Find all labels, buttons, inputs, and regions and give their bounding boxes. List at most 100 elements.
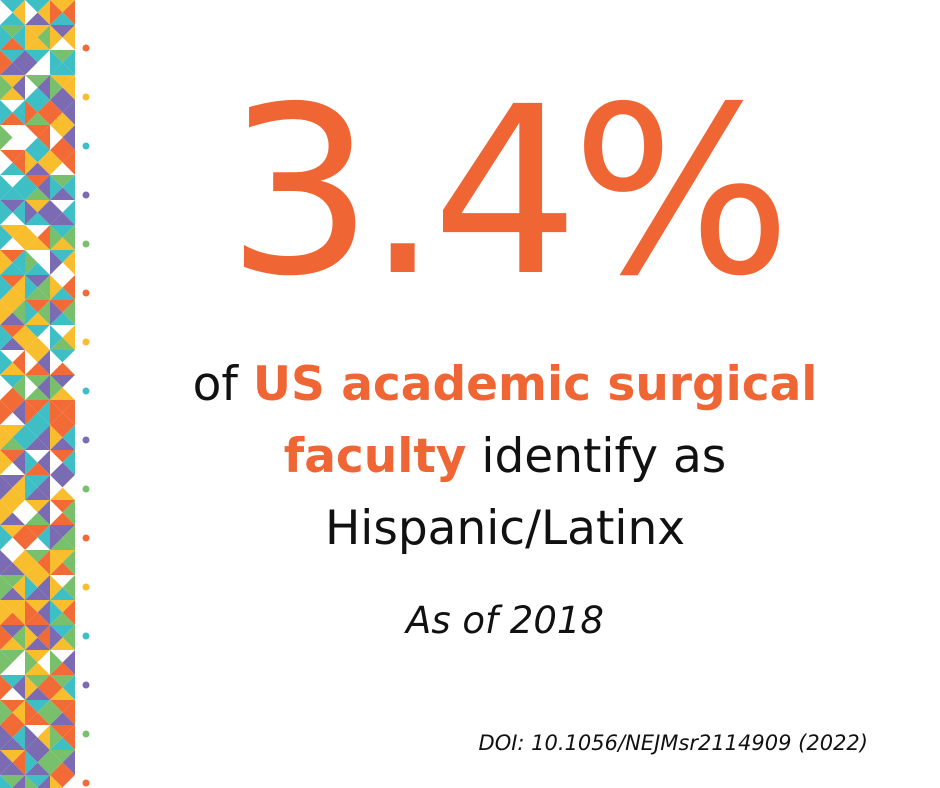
pattern-triangle	[0, 775, 13, 788]
pattern-triangle	[25, 462, 50, 475]
pattern-triangle	[12, 300, 25, 325]
pattern-triangle	[0, 350, 25, 363]
pattern-triangle	[0, 125, 25, 138]
pattern-triangle	[0, 175, 13, 200]
pattern-triangle	[50, 737, 75, 750]
pattern-triangle	[50, 575, 63, 600]
pattern-triangle	[25, 400, 38, 425]
pattern-triangle	[50, 750, 75, 763]
description-line-3: Hispanic/Latinx	[324, 501, 686, 556]
pattern-triangle	[0, 337, 25, 350]
pattern-triangle	[0, 125, 13, 150]
pattern-triangle	[50, 175, 63, 200]
pattern-triangle	[0, 300, 13, 325]
pattern-triangle	[50, 362, 75, 375]
pattern-triangle	[25, 12, 50, 25]
pattern-triangle	[0, 675, 25, 688]
pattern-triangle	[0, 412, 25, 425]
pattern-triangle	[37, 575, 50, 600]
pattern-triangle	[12, 150, 25, 175]
pattern-triangle	[25, 750, 50, 763]
pattern-triangle	[0, 225, 25, 238]
pattern-triangle	[12, 625, 25, 650]
pattern-triangle	[37, 150, 50, 175]
pattern-dot	[82, 338, 90, 346]
pattern-triangle	[50, 37, 75, 50]
pattern-triangle	[25, 587, 50, 600]
pattern-triangle	[0, 62, 25, 75]
pattern-triangle	[62, 650, 75, 675]
description-line-2: faculty identify as	[100, 421, 910, 493]
pattern-triangle	[50, 650, 75, 663]
pattern-triangle	[25, 112, 50, 125]
pattern-triangle	[25, 600, 50, 613]
pattern-triangle	[50, 512, 75, 525]
pattern-triangle	[50, 337, 75, 350]
pattern-triangle	[0, 425, 25, 438]
pattern-dot	[82, 289, 90, 297]
pattern-triangle	[0, 150, 25, 163]
pattern-triangle	[50, 100, 63, 125]
pattern-triangle	[62, 475, 75, 500]
pattern-triangle	[25, 412, 50, 425]
pattern-triangle	[25, 287, 50, 300]
pattern-triangle	[62, 350, 75, 375]
pattern-triangle	[25, 125, 38, 150]
pattern-triangle	[12, 250, 25, 275]
pattern-triangle	[0, 637, 25, 650]
pattern-triangle	[25, 725, 50, 738]
pattern-dot	[82, 779, 90, 787]
pattern-triangle	[37, 200, 50, 225]
pattern-triangle	[62, 300, 75, 325]
pattern-triangle	[0, 275, 13, 300]
pattern-triangle	[50, 550, 63, 575]
pattern-triangle	[50, 537, 75, 550]
pattern-triangle	[0, 625, 13, 650]
pattern-triangle	[50, 50, 75, 63]
pattern-triangle	[0, 675, 13, 700]
pattern-triangle	[25, 125, 50, 138]
pattern-triangle	[25, 375, 50, 388]
pattern-triangle	[12, 75, 25, 100]
pattern-triangle	[25, 625, 38, 650]
pattern-triangle	[50, 150, 75, 163]
pattern-dot	[82, 387, 90, 395]
pattern-triangle	[0, 325, 13, 350]
pattern-triangle	[50, 100, 75, 113]
pattern-triangle	[0, 400, 13, 425]
pattern-triangle	[0, 50, 25, 63]
pattern-triangle	[50, 187, 75, 200]
pattern-triangle	[0, 775, 25, 788]
pattern-triangle	[0, 700, 13, 725]
pattern-triangle	[62, 425, 75, 450]
pattern-triangle	[50, 625, 75, 638]
pattern-triangle	[25, 525, 50, 538]
pattern-triangle	[37, 175, 50, 200]
pattern-triangle	[25, 400, 50, 413]
pattern-triangle	[0, 600, 25, 613]
pattern-triangle	[0, 100, 25, 113]
pattern-triangle	[25, 275, 38, 300]
description-line-1: of US academic surgical	[100, 349, 910, 421]
pattern-triangle	[0, 212, 25, 225]
pattern-triangle	[12, 325, 25, 350]
pattern-triangle	[37, 350, 50, 375]
pattern-triangle	[25, 162, 50, 175]
pattern-triangle	[25, 25, 38, 50]
pattern-triangle	[0, 12, 25, 25]
pattern-triangle	[25, 150, 38, 175]
pattern-triangle	[37, 0, 50, 25]
pattern-triangle	[62, 375, 75, 400]
pattern-triangle	[50, 437, 75, 450]
pattern-triangle	[62, 50, 75, 75]
pattern-triangle	[0, 37, 25, 50]
pattern-triangle	[50, 325, 75, 338]
pattern-triangle	[25, 100, 38, 125]
pattern-triangle	[50, 425, 63, 450]
pattern-triangle	[50, 500, 75, 513]
pattern-triangle	[25, 0, 38, 25]
pattern-triangle	[25, 700, 38, 725]
pattern-triangle	[50, 287, 75, 300]
pattern-triangle	[37, 275, 50, 300]
pattern-triangle	[0, 275, 25, 288]
